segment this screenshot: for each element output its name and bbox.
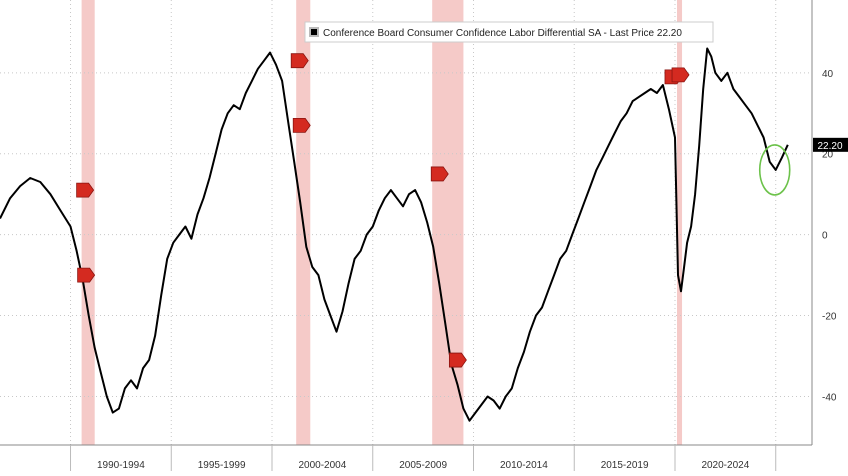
x-period-label: 2000-2004 <box>298 460 346 471</box>
x-period-label: 1990-1994 <box>97 460 145 471</box>
x-period-label: 2015-2019 <box>601 460 649 471</box>
x-period-label: 2020-2024 <box>701 460 749 471</box>
event-marker <box>671 67 690 83</box>
last-price-label: 22.20 <box>817 141 842 152</box>
last-price-tag <box>813 137 848 152</box>
x-period-label: 2005-2009 <box>399 460 447 471</box>
event-marker <box>77 267 96 283</box>
y-tick-label: 0 <box>822 231 828 242</box>
series-line <box>0 47 789 422</box>
event-marker <box>290 53 309 69</box>
event-marker <box>292 118 311 133</box>
y-tick-label: -40 <box>822 392 837 403</box>
legend-text: Conference Board Consumer Confidence Lab… <box>323 28 682 39</box>
recession-band <box>677 0 683 445</box>
gridlines <box>0 0 812 445</box>
series-layer <box>0 47 789 422</box>
recession-band <box>81 0 95 445</box>
event-marker <box>430 166 449 182</box>
event-marker <box>448 352 467 368</box>
x-period-label: 2010-2014 <box>500 460 548 471</box>
legend-box <box>304 21 714 43</box>
x-period-label: 1995-1999 <box>198 460 246 471</box>
legend: Conference Board Consumer Confidence Lab… <box>304 21 714 43</box>
y-tick-label: 40 <box>822 69 834 80</box>
event-marker <box>76 182 95 198</box>
y-tick-label: -20 <box>822 312 837 323</box>
y-tick-label: 20 <box>822 150 834 161</box>
recession-band <box>432 0 464 445</box>
highlight-circle <box>758 144 791 196</box>
event-markers <box>76 53 791 368</box>
legend-swatch <box>311 29 317 35</box>
recession-bands <box>81 0 683 445</box>
